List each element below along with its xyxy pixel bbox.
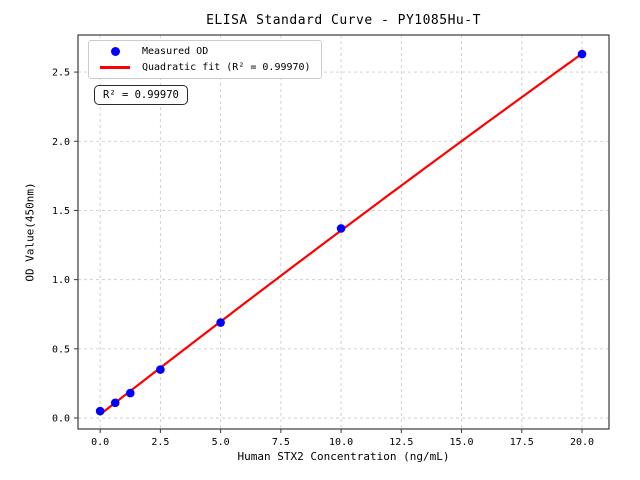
svg-text:10.0: 10.0 xyxy=(329,437,353,448)
svg-text:2.0: 2.0 xyxy=(52,137,70,148)
chart-title: ELISA Standard Curve - PY1085Hu-T xyxy=(206,13,481,28)
legend-item-quadratic-fit: Quadratic fit (R² = 0.99970) xyxy=(97,62,311,73)
svg-text:1.5: 1.5 xyxy=(52,206,70,217)
svg-text:15.0: 15.0 xyxy=(450,437,474,448)
legend-box: Measured OD Quadratic fit (R² = 0.99970) xyxy=(88,40,322,79)
scatter-marker-icon xyxy=(97,47,133,56)
legend-label-measured-od: Measured OD xyxy=(142,46,209,57)
svg-text:0.0: 0.0 xyxy=(52,413,70,424)
svg-text:2.5: 2.5 xyxy=(151,437,169,448)
legend-label-quadratic-fit: Quadratic fit (R² = 0.99970) xyxy=(142,62,311,73)
legend-item-measured-od: Measured OD xyxy=(97,46,311,57)
svg-text:17.5: 17.5 xyxy=(510,437,534,448)
svg-text:2.5: 2.5 xyxy=(52,68,70,79)
svg-text:0.0: 0.0 xyxy=(91,437,109,448)
svg-text:7.5: 7.5 xyxy=(272,437,290,448)
r-squared-annotation: R² = 0.99970 xyxy=(94,85,188,105)
y-axis-label: OD Value(450nm) xyxy=(23,182,37,282)
svg-text:5.0: 5.0 xyxy=(212,437,230,448)
svg-text:20.0: 20.0 xyxy=(570,437,594,448)
svg-text:1.0: 1.0 xyxy=(52,275,70,286)
x-axis-label: Human STX2 Concentration (ng/mL) xyxy=(237,450,450,463)
svg-text:12.5: 12.5 xyxy=(389,437,413,448)
svg-text:0.5: 0.5 xyxy=(52,344,70,355)
fit-line-marker-icon xyxy=(97,66,133,69)
